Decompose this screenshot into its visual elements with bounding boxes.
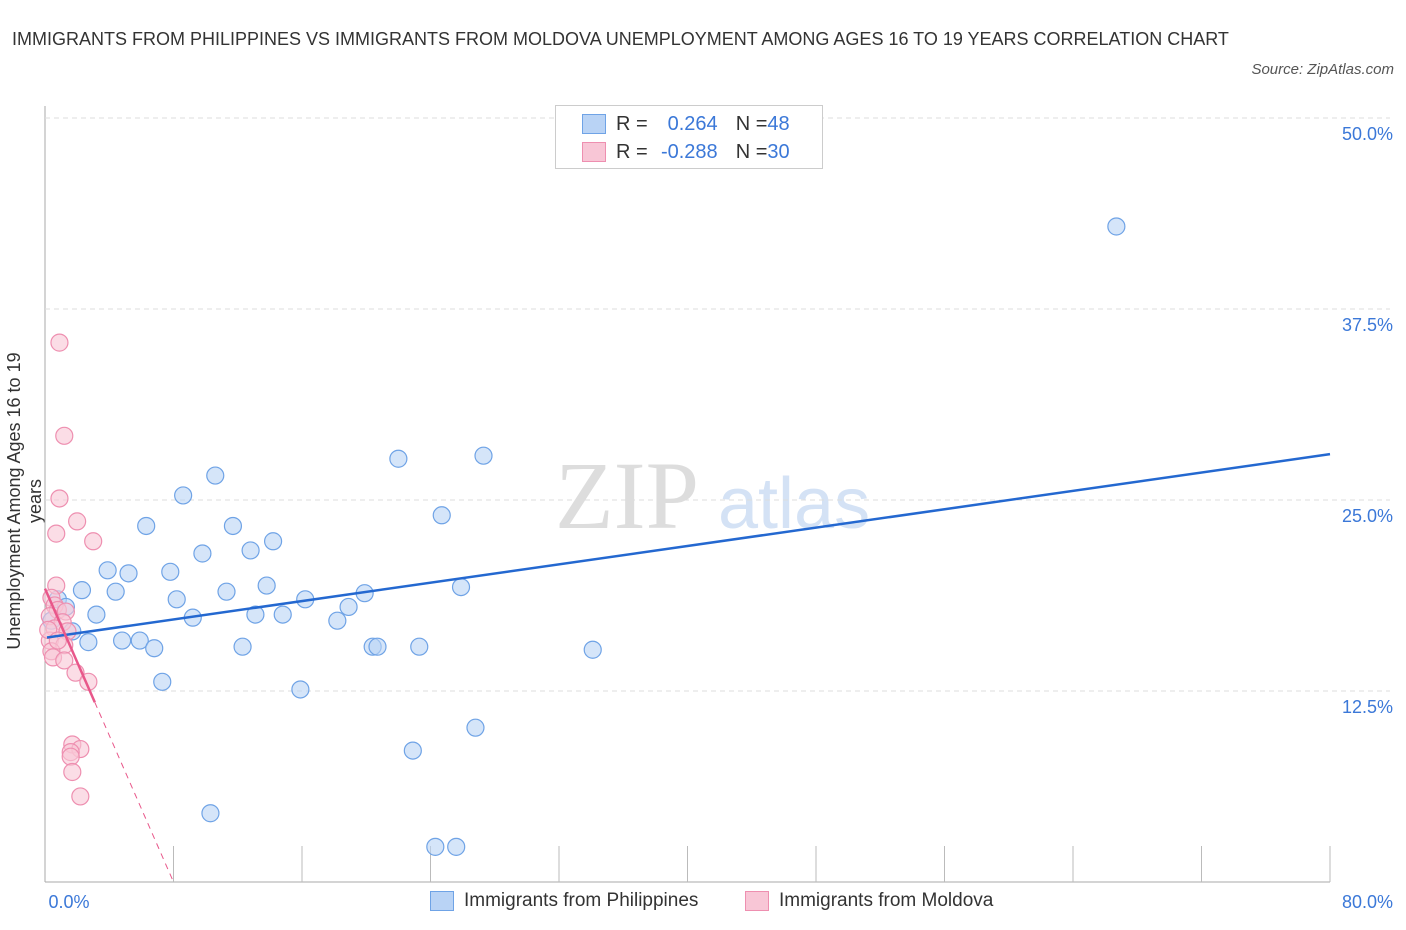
moldova-point	[68, 512, 87, 531]
moldova-point	[63, 762, 82, 782]
r-value: 0.264	[667, 112, 718, 135]
philippines-point	[201, 804, 220, 823]
moldova-trendline-extension	[94, 702, 174, 883]
philippines-point	[98, 561, 117, 580]
moldova-point	[55, 426, 74, 445]
philippines-point	[112, 631, 132, 650]
philippines-point	[474, 446, 493, 465]
philippines-point	[257, 576, 276, 595]
philippines-point	[410, 637, 429, 656]
philippines-point	[233, 637, 252, 656]
philippines-point	[217, 582, 236, 601]
n-label: N =	[735, 140, 768, 163]
moldova-point	[50, 489, 69, 508]
philippines-point	[447, 837, 466, 856]
n-value: 48	[767, 112, 790, 135]
philippines-point	[368, 637, 387, 656]
moldova-point	[61, 747, 80, 766]
philippines-point	[87, 605, 106, 624]
n-label: N =	[735, 112, 768, 135]
philippines-point	[339, 597, 358, 617]
philippines-point	[241, 541, 260, 560]
philippines-point	[206, 466, 225, 485]
moldova-trendline	[43, 588, 96, 703]
legend-label: Immigrants from Philippines	[464, 890, 699, 911]
legend-row-philippines: R = 0.264 N = 48	[582, 111, 790, 137]
philippines-point	[328, 611, 347, 630]
stats-legend: R = 0.264 N = 48 R = -0.288 N = 30	[555, 105, 823, 169]
philippines-point	[161, 562, 180, 581]
philippines-point	[193, 544, 212, 563]
watermark-zip: ZIP	[555, 442, 699, 549]
moldova-swatch	[745, 891, 769, 911]
philippines-point	[403, 741, 422, 760]
philippines-point	[389, 449, 408, 468]
legend-philippines[interactable]: Immigrants from Philippines	[430, 890, 698, 912]
y-tick-label: 50.0%	[1342, 124, 1393, 144]
philippines-point	[263, 532, 283, 551]
philippines-point	[1107, 217, 1126, 236]
philippines-point	[246, 605, 265, 624]
moldova-point	[71, 787, 90, 806]
philippines-point	[153, 672, 172, 691]
x-tick-min: 0.0%	[48, 892, 89, 912]
moldova-point	[50, 333, 69, 352]
philippines-point	[119, 564, 138, 583]
y-tick-label: 37.5%	[1342, 315, 1393, 335]
philippines-point	[145, 639, 164, 658]
philippines-swatch	[582, 114, 606, 134]
moldova-point	[55, 651, 74, 670]
n-value: 30	[767, 140, 790, 163]
source-note: Source: ZipAtlas.com	[1251, 61, 1394, 78]
philippines-point	[432, 506, 451, 525]
legend-row-moldova: R = -0.288 N = 30	[582, 139, 790, 165]
philippines-trendline	[46, 452, 1331, 639]
r-label: R =	[616, 112, 648, 135]
philippines-point	[583, 640, 602, 659]
philippines-point	[79, 633, 98, 652]
moldova-point	[84, 532, 103, 551]
r-value: -0.288	[660, 140, 718, 163]
philippines-point	[167, 590, 186, 609]
philippines-point	[137, 516, 156, 536]
philippines-swatch	[430, 891, 454, 911]
philippines-point	[451, 577, 471, 597]
y-tick-label: 25.0%	[1342, 506, 1393, 526]
moldova-point	[47, 524, 66, 543]
legend-label: Immigrants from Moldova	[779, 890, 994, 911]
chart-title: IMMIGRANTS FROM PHILIPPINES VS IMMIGRANT…	[12, 29, 1229, 49]
philippines-point	[426, 837, 445, 856]
legend-moldova[interactable]: Immigrants from Moldova	[745, 890, 993, 912]
philippines-point	[223, 516, 243, 536]
moldova-swatch	[582, 142, 606, 162]
philippines-point	[72, 581, 92, 600]
philippines-point	[130, 631, 149, 650]
philippines-point	[174, 486, 193, 505]
philippines-point	[291, 680, 310, 699]
y-tick-label: 12.5%	[1342, 697, 1393, 717]
r-label: R =	[616, 140, 648, 163]
philippines-point	[273, 605, 292, 624]
x-tick-max: 80.0%	[1342, 892, 1393, 912]
philippines-point	[466, 718, 485, 737]
philippines-point	[106, 582, 125, 601]
